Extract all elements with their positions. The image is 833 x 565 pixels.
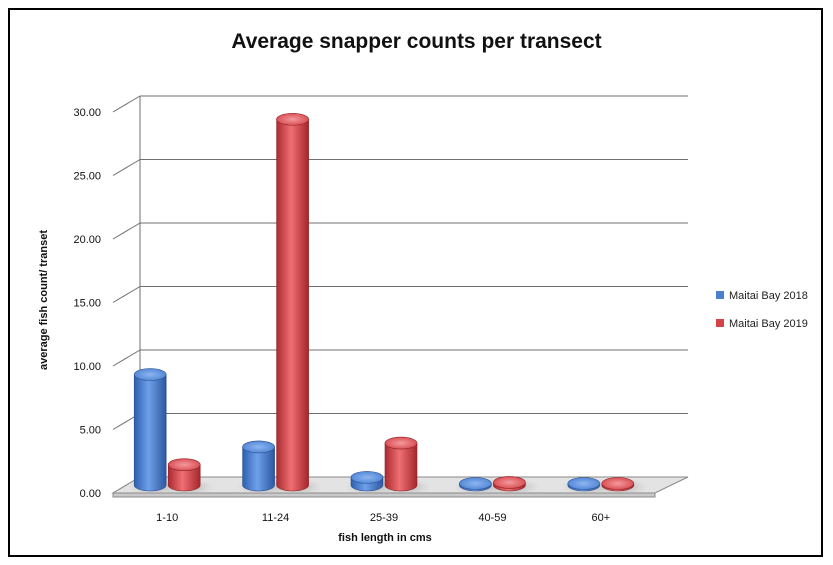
y-tick-label: 5.00 (80, 425, 101, 437)
x-tick-label: 11-24 (262, 512, 289, 524)
gridline-side (112, 159, 141, 176)
chart-title: Average snapper counts per transect (231, 30, 602, 53)
bar-top (459, 477, 492, 490)
x-tick-label: 40-59 (478, 512, 506, 524)
bar-2019-60+ (595, 477, 648, 496)
y-tick-label: 15.00 (73, 298, 101, 310)
y-tick-label: 25.00 (73, 171, 101, 183)
x-axis-label: fish length in cms (338, 532, 432, 544)
bar-top (384, 436, 418, 450)
bar-top (167, 458, 201, 471)
bar-top (242, 440, 275, 454)
bar-top (276, 112, 309, 126)
y-tick-label: 30.00 (73, 107, 101, 119)
legend-label: Maitai Bay 2019 (729, 318, 808, 330)
legend-swatch (716, 291, 724, 299)
bar-top (133, 368, 167, 381)
bar-top (350, 471, 384, 484)
bar-2019-25-39 (379, 436, 431, 496)
legend-swatch (716, 319, 724, 327)
bar-body (384, 442, 418, 492)
bar-top (567, 477, 601, 490)
gridline-side (112, 349, 141, 367)
bar-2019-11-24 (270, 112, 323, 496)
legend: Maitai Bay 2018 Maitai Bay 2019 (716, 290, 808, 330)
bar-top (601, 477, 635, 490)
bar-top (493, 476, 526, 489)
bar-2019-1-10 (162, 458, 215, 496)
bar-body (167, 464, 201, 492)
bars (128, 112, 648, 496)
x-tick-label: 1-10 (156, 512, 178, 524)
x-tick-label: 25-39 (370, 512, 398, 524)
legend-label: Maitai Bay 2018 (729, 290, 808, 302)
y-tick-label: 0.00 (80, 488, 101, 500)
gridlines (112, 95, 688, 494)
y-tick-label: 10.00 (73, 361, 101, 373)
x-tick-labels: 1-10 11-24 25-39 40-59 60+ (156, 512, 610, 524)
y-axis-label: average fish count/ transet (38, 230, 50, 370)
gridline-side (112, 222, 141, 240)
bar-body (276, 118, 309, 492)
gridline-side (112, 286, 141, 303)
y-tick-labels: 0.00 5.00 10.00 15.00 20.00 25.00 30.00 (73, 107, 101, 500)
bar-body (242, 446, 275, 492)
gridline-side (112, 95, 141, 113)
x-tick-label: 60+ (591, 512, 610, 524)
bar-2019-40-59 (487, 476, 540, 496)
y-tick-label: 20.00 (73, 234, 101, 246)
bar-body (133, 374, 167, 492)
